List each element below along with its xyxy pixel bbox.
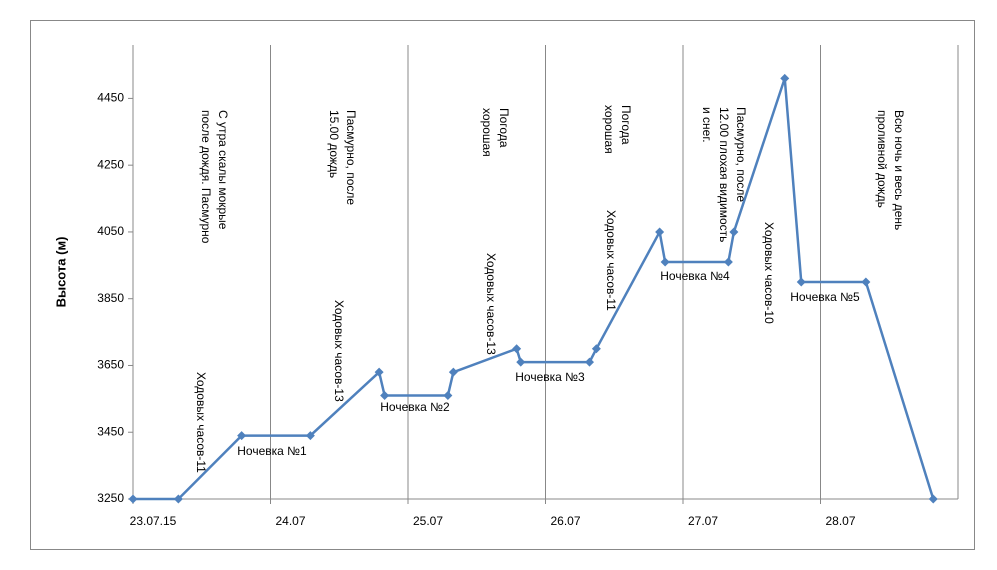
annotation: хорошая [480, 108, 494, 157]
data-point [861, 277, 871, 287]
x-tick-label: 23.07.15 [130, 514, 177, 528]
data-point [448, 367, 458, 377]
annotation: Ночевка №5 [790, 290, 860, 304]
x-tick-label: 28.07 [825, 514, 855, 528]
data-point [928, 494, 938, 504]
data-point [516, 357, 526, 367]
annotation: Погода [619, 105, 633, 145]
annotation: Ходовых часов-10 [762, 222, 776, 324]
annotation: после дождя. Пасмурно [199, 110, 213, 244]
annotation: Пасмурно, после [734, 107, 748, 202]
y-tick-label: 3850 [97, 291, 124, 305]
annotation: Ходовых часов-13 [484, 253, 498, 355]
data-point [443, 391, 453, 401]
annotation: Погода [497, 108, 511, 148]
x-tick-label: 24.07 [275, 514, 305, 528]
annotation: проливной дождь [875, 110, 889, 208]
data-point [512, 344, 522, 354]
annotation: Всю ночь и весь день [892, 110, 906, 230]
data-point [591, 344, 601, 354]
y-tick-label: 3250 [97, 491, 124, 505]
data-point [655, 227, 665, 237]
data-point [729, 227, 739, 237]
annotation: Ходовых часов-11 [194, 372, 208, 473]
data-point [305, 431, 315, 441]
data-point [585, 357, 594, 367]
y-tick-label: 3650 [97, 358, 124, 372]
x-tick-label: 27.07 [688, 514, 718, 528]
annotation: Ночевка №2 [380, 400, 450, 414]
data-point [780, 73, 790, 83]
y-tick-label: 4450 [97, 91, 124, 105]
annotation: Ночевка №3 [515, 370, 585, 384]
data-point [173, 494, 183, 504]
y-tick-label: 3450 [97, 424, 124, 438]
data-point [374, 367, 384, 377]
annotation: Пасмурно, после [344, 110, 358, 205]
data-point [796, 277, 806, 287]
y-tick-label: 4050 [97, 224, 124, 238]
data-point [128, 494, 138, 504]
annotation: Ночевка №1 [237, 444, 307, 458]
data-point [380, 391, 390, 401]
data-line [133, 77, 935, 501]
annotation: 12.00 плохая видимость [717, 107, 731, 242]
annotation: С утра скалы мокрые [216, 110, 230, 230]
y-tick-label: 4250 [97, 157, 124, 171]
data-point [723, 257, 733, 267]
x-tick-label: 26.07 [550, 514, 580, 528]
annotation: хорошая [602, 105, 616, 154]
annotation: 15.00 дождь [327, 110, 341, 178]
chart-frame [30, 20, 975, 550]
annotation: Ночевка №4 [660, 269, 730, 283]
x-tick-label: 25.07 [413, 514, 443, 528]
annotation: Ходовых часов-11 [604, 210, 618, 311]
annotation: и снег. [700, 107, 714, 143]
data-point [237, 431, 247, 441]
data-point [660, 257, 670, 267]
annotation: Ходовых часов-13 [332, 300, 346, 402]
y-axis-label: Высота (м) [53, 237, 68, 308]
